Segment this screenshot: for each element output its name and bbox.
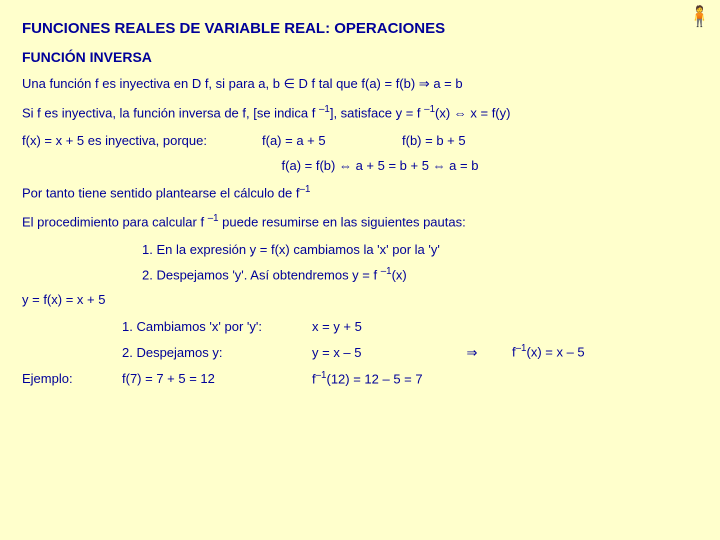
def2-sup2: –1 [424,104,435,115]
step-1: 1. En la expresión y = f(x) cambiamos la… [22,242,698,257]
res-sup: –1 [516,343,527,354]
proc-sup: –1 [208,213,219,224]
ejemplo-finv: f–1(12) = 12 – 5 = 7 [312,370,423,386]
ejemplo-row: Ejemplo: f(7) = 7 + 5 = 12 f–1(12) = 12 … [22,370,698,386]
def2-sup1: –1 [319,104,330,115]
implies-arrow: ⇒ [432,345,512,361]
solve-value: y = x – 5 [312,345,432,360]
section-subtitle: FUNCIÓN INVERSA [22,49,698,65]
ejemplo-f: f(7) = 7 + 5 = 12 [122,371,312,386]
proc-b: puede resumirse en las siguientes pautas… [219,215,466,230]
def2-part-a: Si f es inyectiva, la función inversa de… [22,106,319,121]
procedure-line: El procedimiento para calcular f –1 pued… [22,212,698,232]
example-chain: f(a) = f(b) ⇔ a + 5 = b + 5 ⇔ a = b [22,158,698,173]
solve-row: 2. Despejamos y: y = x – 5 ⇒ f–1(x) = x … [22,343,698,360]
thus-sup: –1 [300,184,311,195]
swap-row: 1. Cambiamos 'x' por 'y': x = y + 5 [22,319,698,334]
thus-line: Por tanto tiene sentido plantearse el cá… [22,183,698,203]
swap-label: 1. Cambiamos 'x' por 'y': [122,319,312,334]
ej-inv-sup: –1 [316,370,327,381]
definition-injective: Una función f es inyectiva en D f, si pa… [22,75,698,93]
corner-icon: 🧍 [687,4,712,29]
res-b: (x) = x – 5 [526,345,584,360]
ejemplo-label: Ejemplo: [22,371,122,386]
step2-a: 2. Despejamos 'y'. Así obtendremos y = f [142,267,381,282]
ej-inv-b: (12) = 12 – 5 = 7 [326,371,422,386]
page-title: FUNCIONES REALES DE VARIABLE REAL: OPERA… [22,20,698,37]
thus-a: Por tanto tiene sentido plantearse el cá… [22,185,300,200]
swap-value: x = y + 5 [312,319,432,334]
solve-label: 2. Despejamos y: [122,345,312,360]
example-intro: f(x) = x + 5 es inyectiva, porque: [22,133,262,148]
example-fb: f(b) = b + 5 [402,133,466,148]
definition-inverse: Si f es inyectiva, la función inversa de… [22,103,698,123]
example-fa: f(a) = a + 5 [262,133,402,148]
step2-b: (x) [392,267,407,282]
step-2: 2. Despejamos 'y'. Así obtendremos y = f… [22,266,698,282]
proc-a: El procedimiento para calcular f [22,215,208,230]
result-inverse: f–1(x) = x – 5 [512,343,585,359]
def2-part-b: ], satisface y = f [330,106,424,121]
example-intro-row: f(x) = x + 5 es inyectiva, porque: f(a) … [22,133,698,148]
step2-sup: –1 [381,266,392,277]
def2-part-c: (x) ⇔ x = f(y) [435,106,510,121]
y-equals-line: y = f(x) = x + 5 [22,291,698,309]
